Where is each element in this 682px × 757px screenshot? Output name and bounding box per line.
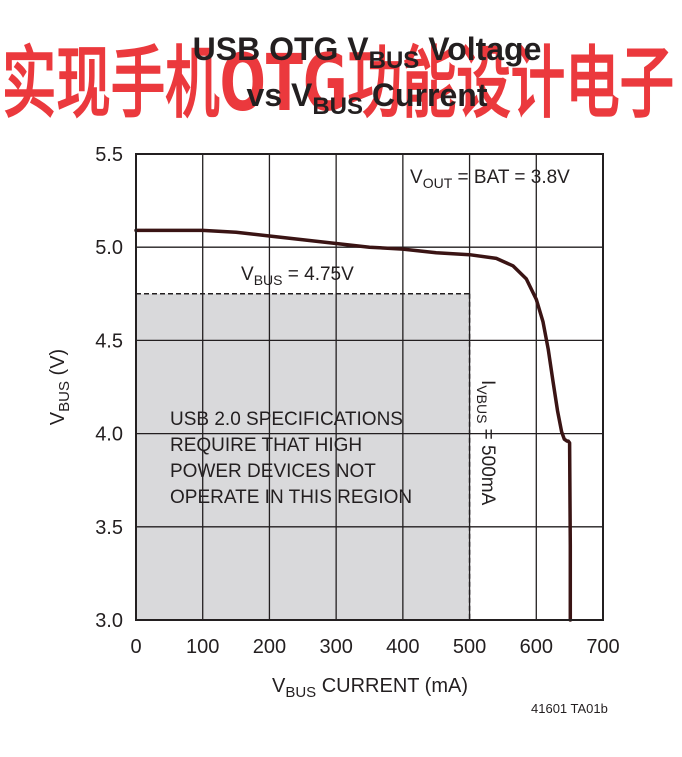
y-tick-label: 5.5 [95,144,123,166]
y-tick-label: 5.0 [95,237,123,259]
y-tick-label: 4.0 [95,424,123,446]
x-tick-label: 400 [386,636,419,658]
x-tick-label: 0 [130,636,141,658]
y-tick-label: 3.0 [95,610,123,632]
vbus-threshold-annotation: VBUS = 4.75V [241,264,354,288]
x-axis-label: VBUS CURRENT (mA) [272,675,468,701]
region-line-4: OPERATE IN THIS REGION [170,487,412,508]
x-tick-label: 700 [586,636,619,658]
chart-title-line-2: vs VBUS Current [247,77,488,120]
region-line-2: REQUIRE THAT HIGH [170,435,362,456]
spec-region [136,293,470,620]
x-tick-label: 200 [253,636,286,658]
x-tick-label: 500 [453,636,486,658]
y-tick-label: 4.5 [95,330,123,352]
ibus-threshold-annotation: IVBUS = 500mA [474,380,498,506]
x-tick-label: 300 [319,636,352,658]
vout-annotation: VOUT = BAT = 3.8V [410,167,570,191]
region-description: USB 2.0 SPECIFICATIONS REQUIRE THAT HIGH… [170,409,412,508]
vbus-voltage-curve [134,228,573,622]
region-line-1: USB 2.0 SPECIFICATIONS [170,409,403,430]
y-axis-label: VBUS (V) [47,349,73,425]
x-tick-label: 100 [186,636,219,658]
region-line-3: POWER DEVICES NOT [170,461,376,482]
chart-title-line-1: USB OTG VBUS Voltage [193,31,542,74]
watermark: 实现手机OTG功能设计电子 [2,39,674,129]
figure-id: 41601 TA01b [531,701,608,716]
y-tick-label: 3.5 [95,517,123,539]
plot-frame [135,153,604,621]
x-tick-label: 600 [520,636,553,658]
